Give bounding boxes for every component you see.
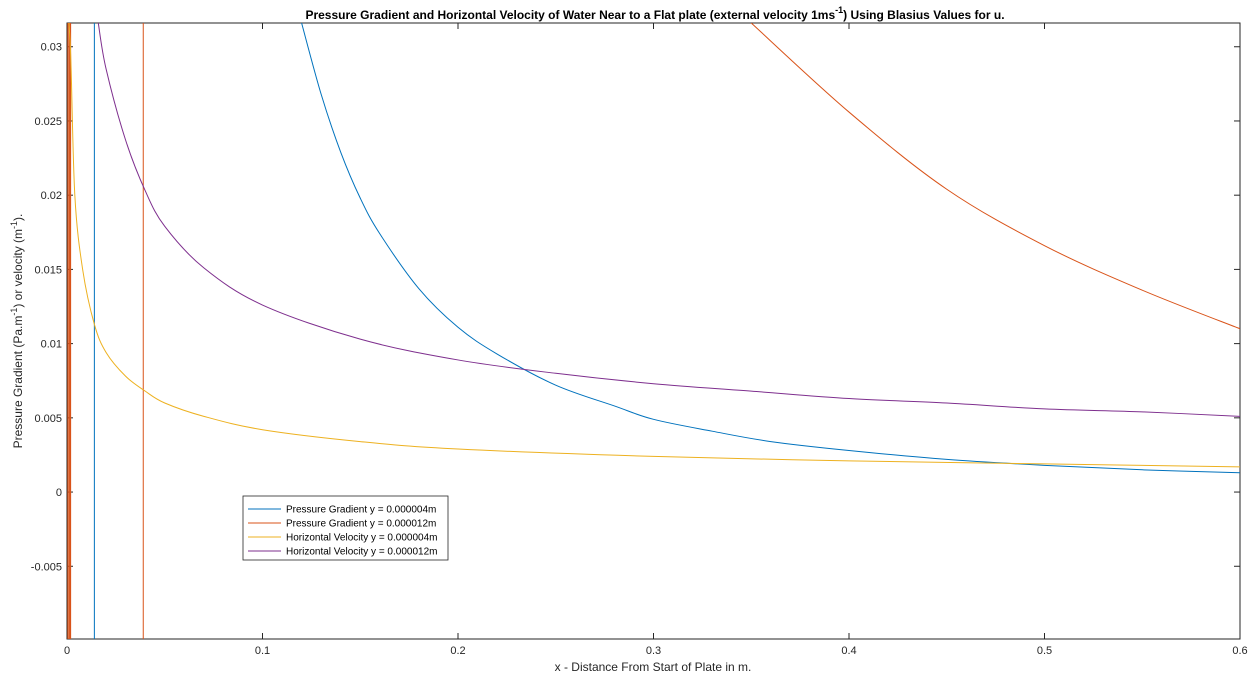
y-axis-label: Pressure Gradient (Pa.m-1) or velocity (… xyxy=(9,214,25,449)
chart-title-superscript: -1 xyxy=(835,5,843,15)
y-axis-label-superscript-2: -1 xyxy=(9,221,19,229)
x-tick-label: 0.4 xyxy=(841,645,856,657)
x-tick-label: 0.3 xyxy=(646,645,661,657)
chart-title: Pressure Gradient and Horizontal Velocit… xyxy=(305,5,1004,22)
series-line-1 xyxy=(93,23,1240,639)
y-tick-label: 0.03 xyxy=(41,42,62,54)
y-axis-label-part-b: ) or velocity (m xyxy=(11,229,25,308)
y-axis-label-part-a: Pressure Gradient (Pa.m xyxy=(11,316,25,449)
legend-entries: Pressure Gradient y = 0.000004m Pressure … xyxy=(248,505,437,558)
x-tick-label: 0.5 xyxy=(1037,645,1052,657)
y-tick-label: -0.005 xyxy=(31,561,62,573)
series-line-4 xyxy=(97,23,1240,417)
series-layer xyxy=(67,23,1240,639)
series-line-2 xyxy=(142,23,1240,639)
y-tick-label: 0.01 xyxy=(41,339,62,351)
legend-label-1: Pressure Gradient y = 0.000004m xyxy=(286,505,436,516)
y-axis-label-superscript-1: -1 xyxy=(9,308,19,316)
series-line-3 xyxy=(68,23,1240,468)
x-tick-label: 0.6 xyxy=(1232,645,1247,657)
legend-label-2: Pressure Gradient y = 0.000012m xyxy=(286,519,436,530)
y-axis-ticks: -0.005 0 0.005 0.01 0.015 0.02 0.025 0.03 xyxy=(31,42,1240,573)
chart-title-main: Pressure Gradient and Horizontal Velocit… xyxy=(305,8,835,22)
legend-label-3: Horizontal Velocity y = 0.000004m xyxy=(286,533,437,544)
legend-label-4: Horizontal Velocity y = 0.000012m xyxy=(286,547,437,558)
y-tick-label: 0.025 xyxy=(34,116,62,128)
x-tick-label: 0.1 xyxy=(255,645,270,657)
y-tick-label: 0.005 xyxy=(34,413,62,425)
x-tick-label: 0 xyxy=(64,645,70,657)
legend: Pressure Gradient y = 0.000004m Pressure … xyxy=(242,495,449,561)
x-axis-ticks: 0 0.1 0.2 0.3 0.4 0.5 0.6 xyxy=(64,23,1248,657)
y-axis-label-part-c: ). xyxy=(11,214,25,221)
x-tick-label: 0.2 xyxy=(450,645,465,657)
y-tick-label: 0.015 xyxy=(34,264,62,276)
x-axis-label: x - Distance From Start of Plate in m. xyxy=(555,660,752,674)
chart-title-tail: ) Using Blasius Values for u. xyxy=(843,8,1004,22)
legend-box xyxy=(242,495,449,561)
y-tick-label: 0.02 xyxy=(41,190,62,202)
y-tick-label: 0 xyxy=(56,487,62,499)
plot-area: 0 0.1 0.2 0.3 0.4 0.5 0.6 -0.005 0 0.005 0.01 0.01… xyxy=(31,22,1248,657)
